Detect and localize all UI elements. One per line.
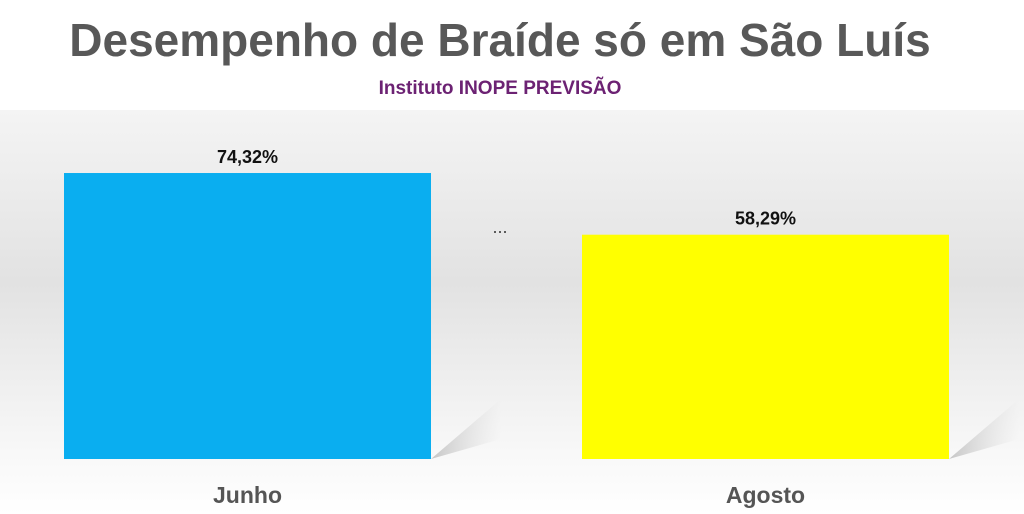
annotation: ...: [492, 217, 507, 237]
chart-title: Desempenho de Braíde só em São Luís: [69, 14, 930, 66]
bar: [64, 173, 431, 459]
bar-shadow: [431, 399, 501, 459]
value-label: 58,29%: [735, 208, 796, 228]
x-tick-label: Junho: [213, 482, 282, 508]
bar: [582, 234, 949, 459]
header-band: [0, 0, 1024, 110]
value-label: 74,32%: [217, 147, 278, 167]
chart-subtitle: Instituto INOPE PREVISÃO: [379, 77, 622, 99]
x-tick-label: Agosto: [726, 482, 805, 508]
bar-shadow: [949, 399, 1019, 459]
